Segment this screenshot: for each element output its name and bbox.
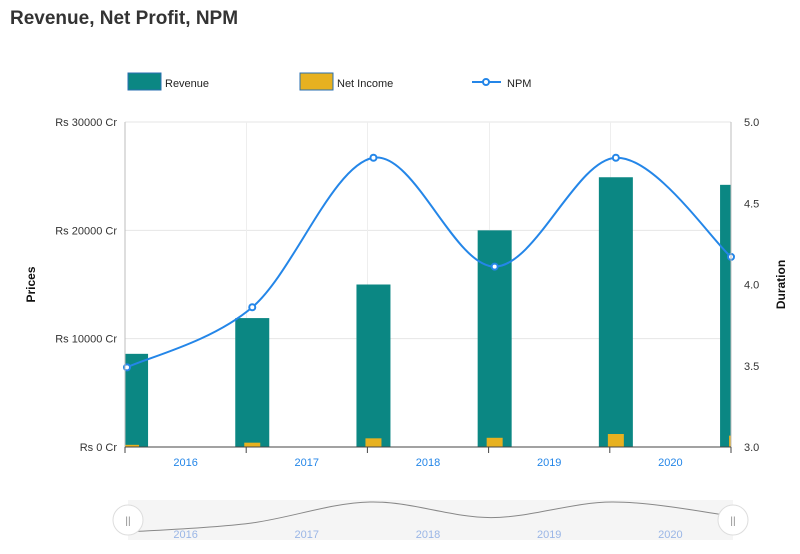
net-income-bar <box>365 438 382 447</box>
navigator-handle-left[interactable]: || <box>112 504 144 536</box>
revenue-bar <box>125 353 149 447</box>
y2-tick-label: 3.0 <box>744 442 759 454</box>
legend: Revenue Net Income NPM <box>127 72 531 91</box>
x-tick-label: 2019 <box>537 457 561 469</box>
npm-point <box>369 153 378 162</box>
revenue-bar <box>235 318 270 447</box>
y-tick-label: Rs 30000 Cr <box>55 117 117 129</box>
navigator-tick-label: 2016 <box>173 529 197 541</box>
npm-point <box>248 303 257 312</box>
legend-marker <box>482 78 490 86</box>
net-income-bar <box>486 437 503 447</box>
navigator-tick-label: 2019 <box>537 529 561 541</box>
legend-swatch <box>299 72 334 91</box>
revenue-bar <box>598 177 633 447</box>
x-tick-label: 2016 <box>173 457 197 469</box>
y2-axis-title: Duration <box>774 260 788 309</box>
y2-tick-label: 3.5 <box>744 361 759 373</box>
navigator-tick-label: 2018 <box>416 529 440 541</box>
x-tick-label: 2017 <box>295 457 319 469</box>
legend-label: Net Income <box>337 78 393 90</box>
handle-circle[interactable] <box>112 504 144 536</box>
npm-point <box>490 262 499 271</box>
chart-title: Revenue, Net Profit, NPM <box>10 8 239 29</box>
gridlines <box>125 121 731 448</box>
legend-label: NPM <box>507 78 531 90</box>
net-income-bar <box>244 442 261 447</box>
handle-grip-icon: || <box>125 516 130 527</box>
x-tick-label: 2018 <box>416 457 440 469</box>
y-axis-title: Prices <box>24 266 38 302</box>
navigator-line <box>127 501 734 533</box>
npm-point <box>611 153 620 162</box>
legend-item-net-income[interactable]: Net Income <box>299 72 393 91</box>
axes: 2016 2017 2018 2019 2020 Rs 0 Cr Rs 10000 Cr Rs… <box>24 117 788 469</box>
legend-item-npm[interactable]: NPM <box>472 78 531 90</box>
net-income-bar <box>729 435 731 447</box>
y2-tick-label: 4.0 <box>744 280 759 292</box>
y2-tick-label: 4.5 <box>744 198 759 210</box>
handle-grip-icon: || <box>730 516 735 527</box>
npm-line-series <box>123 153 735 372</box>
navigator-handle-right[interactable]: || <box>717 504 749 536</box>
y-tick-label: Rs 20000 Cr <box>55 225 117 237</box>
x-tick-label: 2020 <box>658 457 682 469</box>
npm-line <box>126 156 732 369</box>
navigator-tick-label: 2020 <box>658 529 682 541</box>
y-tick-label: Rs 0 Cr <box>80 442 118 454</box>
bar-series <box>125 177 731 447</box>
navigator-tick-label: 2017 <box>295 529 319 541</box>
net-income-bar <box>607 434 624 447</box>
revenue-bar <box>720 184 731 447</box>
revenue-bar <box>356 284 391 447</box>
legend-swatch <box>127 72 162 91</box>
y-tick-label: Rs 10000 Cr <box>55 334 117 346</box>
navigator-background <box>128 500 733 540</box>
legend-label: Revenue <box>165 78 209 90</box>
y2-tick-label: 5.0 <box>744 117 759 129</box>
legend-item-revenue[interactable]: Revenue <box>127 72 209 91</box>
range-navigator[interactable]: 2016 2017 2018 2019 2020 || || <box>112 500 749 541</box>
net-income-bar <box>125 444 140 447</box>
handle-circle[interactable] <box>717 504 749 536</box>
